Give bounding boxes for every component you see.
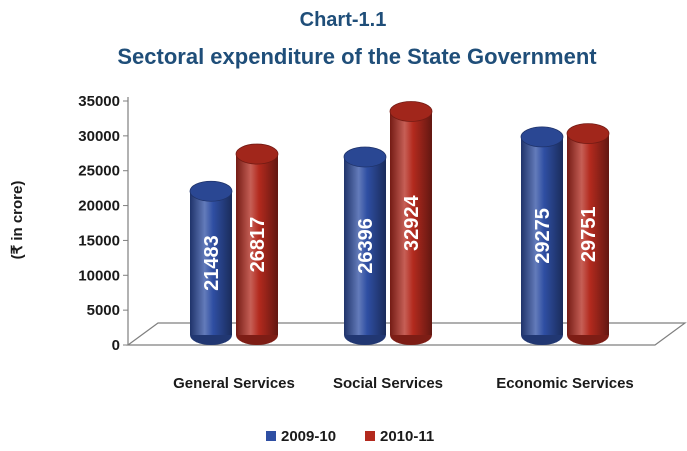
data-label: 26396 [355,218,377,274]
chart-subtitle: Sectoral expenditure of the State Govern… [117,44,597,69]
data-label: 26817 [247,217,269,273]
y-tick-label: 5000 [87,302,120,319]
bar-body [390,111,432,335]
plot-area: 0 5000 10000 15000 20000 25000 30000 35000 21483… [78,93,687,392]
bar-body [190,191,232,335]
legend-label: 2009-10 [281,428,336,445]
bar-base-cover [521,325,563,335]
bar-base-cover [390,325,432,335]
y-tick-label: 0 [112,337,120,354]
chart-title: Chart-1.1 [300,9,387,31]
bar-top [520,126,564,148]
y-axis-label: (₹ in crore) [9,181,26,260]
y-tick-label: 25000 [78,163,120,180]
bar-body [344,156,386,335]
bar-body [236,154,278,335]
y-tick-label: 30000 [78,128,120,145]
bar-top [389,101,433,122]
bar-base-cover [344,325,386,335]
x-category-label: General Services [173,375,295,392]
y-tick-label: 20000 [78,198,120,215]
bar-base-cover [567,325,609,335]
bar-2009-10-social-services: 26396 [343,146,387,345]
data-label: 29275 [532,208,554,264]
bar-body [521,136,563,335]
legend: 2009-10 2010-11 [266,428,434,445]
bar-top [189,180,233,202]
legend-swatch [266,431,276,441]
bar-top [343,146,387,168]
data-label: 29751 [578,206,600,262]
bar-2010-11-economic-services: 29751 [566,123,610,345]
data-label: 32924 [401,195,423,251]
bar-2009-10-economic-services: 29275 [520,126,564,345]
bar-body [567,133,609,335]
bar-2009-10-general-services: 21483 [189,180,233,345]
bar-2010-11-general-services: 26817 [235,143,279,345]
y-tick-label: 35000 [78,93,120,110]
bar-base-cover [190,325,232,335]
bar-2010-11-social-services: 32924 [389,101,433,345]
x-category-label: Social Services [333,375,443,392]
y-tick-label: 10000 [78,267,120,284]
legend-label: 2010-11 [380,428,434,445]
y-tick-label: 15000 [78,232,120,249]
legend-swatch [365,431,375,441]
bar-top [566,123,610,144]
bar-base-cover [236,325,278,335]
x-category-label: Economic Services [496,375,634,392]
bar-top [235,143,279,165]
data-label: 21483 [201,235,223,291]
